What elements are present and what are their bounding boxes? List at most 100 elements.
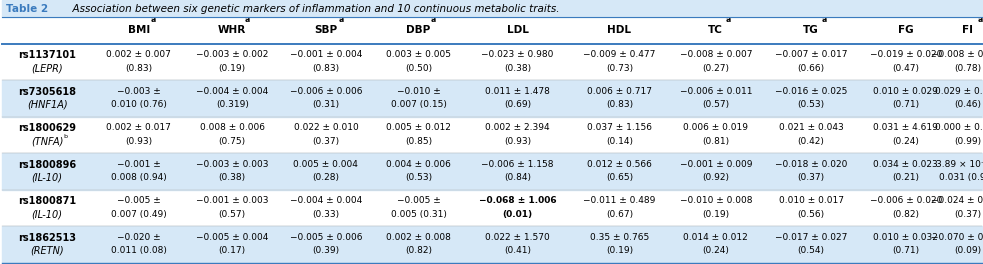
Text: 0.35 ± 0.765: 0.35 ± 0.765 bbox=[590, 233, 649, 242]
Text: 0.006 ± 0.717: 0.006 ± 0.717 bbox=[587, 87, 652, 96]
Text: −0.018 ± 0.020: −0.018 ± 0.020 bbox=[775, 160, 847, 169]
Text: 0.002 ± 2.394: 0.002 ± 2.394 bbox=[486, 124, 549, 133]
Text: (TNFA): (TNFA) bbox=[31, 136, 63, 146]
Text: 0.012 ± 0.566: 0.012 ± 0.566 bbox=[587, 160, 652, 169]
Text: TG: TG bbox=[803, 25, 819, 35]
Text: (IL-10): (IL-10) bbox=[31, 173, 63, 183]
Text: (0.01): (0.01) bbox=[502, 210, 533, 219]
Text: 3.89 × 10⁻⁵ ±: 3.89 × 10⁻⁵ ± bbox=[936, 160, 983, 169]
Text: −0.070 ± 0.042: −0.070 ± 0.042 bbox=[931, 233, 983, 242]
Text: (0.82): (0.82) bbox=[893, 210, 919, 219]
Text: 0.029 ± 0.040: 0.029 ± 0.040 bbox=[935, 87, 983, 96]
Text: −0.001 ± 0.003: −0.001 ± 0.003 bbox=[196, 196, 268, 205]
Text: 0.014 ± 0.012: 0.014 ± 0.012 bbox=[683, 233, 748, 242]
Text: (0.71): (0.71) bbox=[893, 247, 919, 256]
Text: a: a bbox=[726, 15, 731, 24]
Text: rs1800896: rs1800896 bbox=[18, 160, 77, 170]
Text: (0.56): (0.56) bbox=[797, 210, 825, 219]
Text: −0.004 ± 0.004: −0.004 ± 0.004 bbox=[197, 87, 268, 96]
Text: (HNF1A): (HNF1A) bbox=[27, 100, 68, 110]
Text: (0.83): (0.83) bbox=[606, 100, 633, 109]
Text: 0.011 (0.08): 0.011 (0.08) bbox=[111, 247, 166, 256]
Text: −0.010 ±: −0.010 ± bbox=[396, 87, 440, 96]
Text: (0.50): (0.50) bbox=[405, 64, 433, 73]
Text: 0.031 ± 4.619: 0.031 ± 4.619 bbox=[873, 124, 938, 133]
Text: (0.09): (0.09) bbox=[954, 247, 981, 256]
Text: 0.005 ± 0.004: 0.005 ± 0.004 bbox=[294, 160, 359, 169]
Text: 0.005 (0.31): 0.005 (0.31) bbox=[390, 210, 446, 219]
Text: −0.068 ± 1.006: −0.068 ± 1.006 bbox=[479, 196, 556, 205]
Text: (0.84): (0.84) bbox=[504, 173, 531, 182]
Bar bbox=[2, 226, 982, 263]
Text: (0.93): (0.93) bbox=[504, 137, 531, 146]
Text: a: a bbox=[151, 15, 156, 24]
Text: −0.009 ± 0.477: −0.009 ± 0.477 bbox=[583, 50, 656, 59]
Text: (0.19): (0.19) bbox=[702, 210, 729, 219]
Text: rs1862513: rs1862513 bbox=[18, 233, 76, 243]
Text: (0.92): (0.92) bbox=[702, 173, 729, 182]
Text: 0.007 (0.49): 0.007 (0.49) bbox=[111, 210, 166, 219]
Text: 0.005 ± 0.012: 0.005 ± 0.012 bbox=[386, 124, 451, 133]
Text: 0.022 ± 1.570: 0.022 ± 1.570 bbox=[486, 233, 549, 242]
Text: (0.38): (0.38) bbox=[504, 64, 531, 73]
Text: −0.001 ± 0.009: −0.001 ± 0.009 bbox=[679, 160, 752, 169]
Text: −0.003 ± 0.002: −0.003 ± 0.002 bbox=[196, 50, 268, 59]
Text: −0.010 ± 0.008: −0.010 ± 0.008 bbox=[679, 196, 752, 205]
Text: (0.21): (0.21) bbox=[893, 173, 919, 182]
Text: (0.66): (0.66) bbox=[797, 64, 825, 73]
Text: 0.008 ± 0.006: 0.008 ± 0.006 bbox=[200, 124, 264, 133]
Text: −0.008 ± 0.007: −0.008 ± 0.007 bbox=[679, 50, 752, 59]
Text: (0.69): (0.69) bbox=[504, 100, 531, 109]
Text: (0.83): (0.83) bbox=[125, 64, 152, 73]
Text: rs1800629: rs1800629 bbox=[18, 123, 76, 133]
Text: (0.93): (0.93) bbox=[125, 137, 152, 146]
Text: −0.005 ±: −0.005 ± bbox=[396, 196, 440, 205]
Text: −0.003 ±: −0.003 ± bbox=[117, 87, 160, 96]
Text: −0.016 ± 0.025: −0.016 ± 0.025 bbox=[775, 87, 847, 96]
Text: (0.73): (0.73) bbox=[606, 64, 633, 73]
Text: 0.010 ± 0.029: 0.010 ± 0.029 bbox=[873, 87, 938, 96]
Text: WHR: WHR bbox=[218, 25, 247, 35]
Text: Table 2: Table 2 bbox=[6, 4, 48, 13]
Text: −0.024 ± 0.027: −0.024 ± 0.027 bbox=[931, 196, 983, 205]
Text: rs1137101: rs1137101 bbox=[19, 50, 76, 60]
Text: (0.54): (0.54) bbox=[797, 247, 825, 256]
Text: (0.37): (0.37) bbox=[797, 173, 825, 182]
Text: −0.017 ± 0.027: −0.017 ± 0.027 bbox=[775, 233, 847, 242]
Text: (0.47): (0.47) bbox=[893, 64, 919, 73]
Text: (0.41): (0.41) bbox=[504, 247, 531, 256]
Text: 0.002 ± 0.017: 0.002 ± 0.017 bbox=[106, 124, 171, 133]
Bar bbox=[2, 80, 982, 117]
Text: −0.011 ± 0.489: −0.011 ± 0.489 bbox=[583, 196, 656, 205]
Text: (0.24): (0.24) bbox=[893, 137, 919, 146]
Text: FI: FI bbox=[961, 25, 973, 35]
Text: a: a bbox=[338, 15, 344, 24]
Text: −0.004 ± 0.004: −0.004 ± 0.004 bbox=[290, 196, 362, 205]
Text: (0.39): (0.39) bbox=[313, 247, 339, 256]
Text: a: a bbox=[431, 15, 436, 24]
Text: −0.006 ± 0.011: −0.006 ± 0.011 bbox=[679, 87, 752, 96]
Text: 0.010 (0.76): 0.010 (0.76) bbox=[111, 100, 166, 109]
Text: −0.001 ±: −0.001 ± bbox=[117, 160, 160, 169]
Text: (0.71): (0.71) bbox=[893, 100, 919, 109]
Text: (0.33): (0.33) bbox=[313, 210, 339, 219]
Text: (0.57): (0.57) bbox=[218, 210, 246, 219]
Text: (0.319): (0.319) bbox=[216, 100, 249, 109]
Text: −0.008 ± 0.026: −0.008 ± 0.026 bbox=[931, 50, 983, 59]
Text: (0.81): (0.81) bbox=[702, 137, 729, 146]
Text: a: a bbox=[245, 15, 250, 24]
Text: −0.001 ± 0.004: −0.001 ± 0.004 bbox=[290, 50, 362, 59]
Text: 0.010 ± 0.032: 0.010 ± 0.032 bbox=[873, 233, 938, 242]
Text: −0.005 ±: −0.005 ± bbox=[117, 196, 160, 205]
Text: rs1800871: rs1800871 bbox=[18, 196, 77, 206]
Text: (0.17): (0.17) bbox=[218, 247, 246, 256]
Text: −0.019 ± 0.020: −0.019 ± 0.020 bbox=[870, 50, 942, 59]
Text: 0.004 ± 0.006: 0.004 ± 0.006 bbox=[386, 160, 451, 169]
Text: HDL: HDL bbox=[607, 25, 631, 35]
Text: (0.83): (0.83) bbox=[313, 64, 339, 73]
Text: (RETN): (RETN) bbox=[30, 246, 64, 256]
Text: −0.005 ± 0.004: −0.005 ± 0.004 bbox=[196, 233, 268, 242]
Text: a: a bbox=[821, 15, 827, 24]
Text: 0.006 ± 0.019: 0.006 ± 0.019 bbox=[683, 124, 748, 133]
Text: −0.006 ± 0.020: −0.006 ± 0.020 bbox=[870, 196, 942, 205]
